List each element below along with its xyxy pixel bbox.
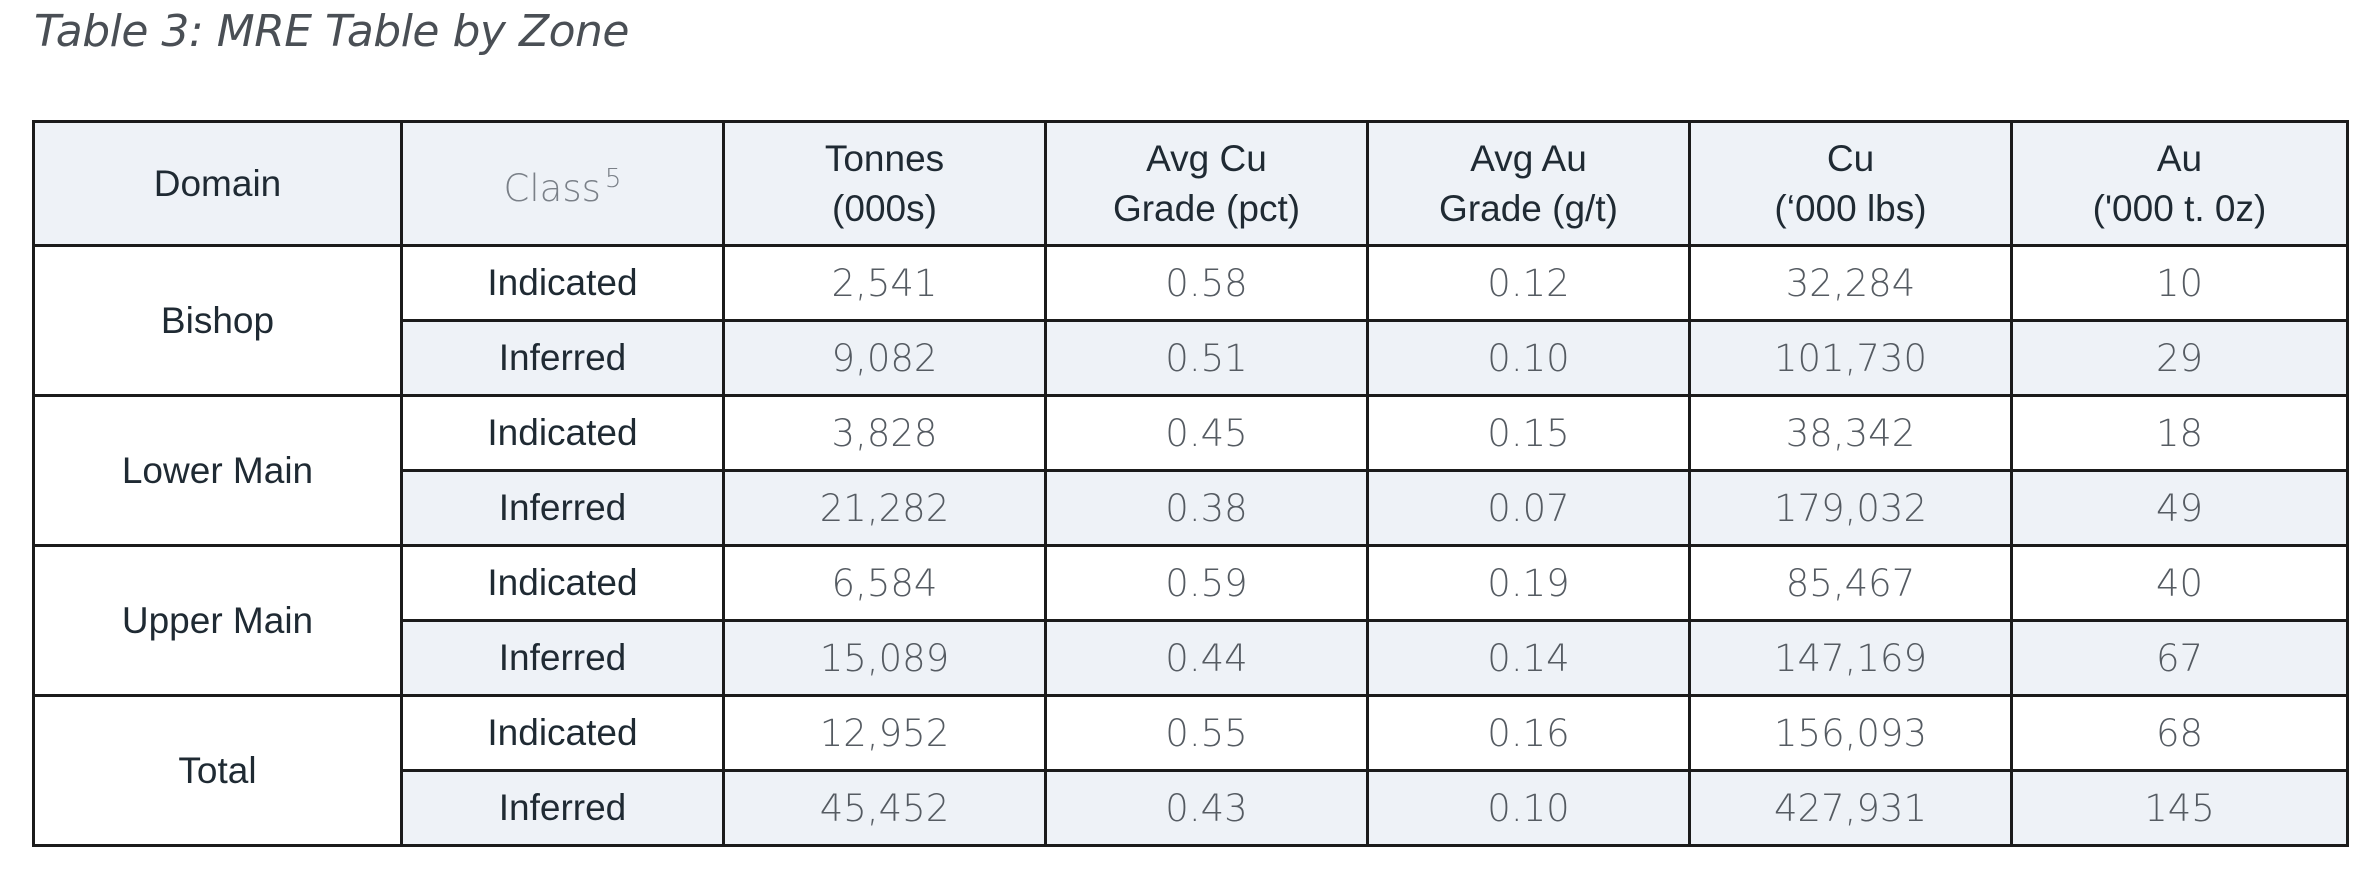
au-grade-cell: 0.14 <box>1366 619 1691 697</box>
cu-grade-cell: 0.59 <box>1044 544 1369 622</box>
table-row: Inferred 9,082 0.51 0.10 101,730 29 <box>34 319 2349 397</box>
header-class: Class 5 <box>400 120 725 247</box>
domain-cell: Bishop <box>32 244 403 397</box>
au-oz-cell: 145 <box>2010 769 2349 847</box>
mre-table: Domain Class 5 Tonnes (000s) Avg Cu Grade (… <box>32 120 2349 847</box>
class-cell: Indicated <box>400 244 725 322</box>
table-caption: Table 3: MRE Table by Zone <box>34 6 629 57</box>
header-cu-lbs: Cu (‘000 lbs) <box>1688 120 2013 247</box>
tonnes-cell: 45,452 <box>722 769 1047 847</box>
class-cell: Indicated <box>400 394 725 472</box>
au-oz-cell: 67 <box>2010 619 2349 697</box>
tonnes-cell: 9,082 <box>722 319 1047 397</box>
cu-lbs-cell: 179,032 <box>1688 469 2013 547</box>
au-grade-cell: 0.15 <box>1366 394 1691 472</box>
class-cell: Indicated <box>400 544 725 622</box>
au-grade-cell: 0.07 <box>1366 469 1691 547</box>
class-cell: Indicated <box>400 694 725 772</box>
au-oz-cell: 40 <box>2010 544 2349 622</box>
au-grade-cell: 0.19 <box>1366 544 1691 622</box>
cu-lbs-cell: 32,284 <box>1688 244 2013 322</box>
cu-grade-cell: 0.45 <box>1044 394 1369 472</box>
tonnes-cell: 21,282 <box>722 469 1047 547</box>
class-cell: Inferred <box>400 769 725 847</box>
domain-cell: Upper Main <box>32 544 403 697</box>
tonnes-cell: 6,584 <box>722 544 1047 622</box>
class-cell: Inferred <box>400 469 725 547</box>
table-row: Inferred 45,452 0.43 0.10 427,931 145 <box>34 769 2349 847</box>
cu-grade-cell: 0.51 <box>1044 319 1369 397</box>
cu-lbs-cell: 427,931 <box>1688 769 2013 847</box>
tonnes-cell: 15,089 <box>722 619 1047 697</box>
class-cell: Inferred <box>400 619 725 697</box>
header-row: Domain Class 5 Tonnes (000s) Avg Cu Grade (… <box>32 120 2349 247</box>
cu-lbs-cell: 85,467 <box>1688 544 2013 622</box>
au-oz-cell: 68 <box>2010 694 2349 772</box>
header-tonnes: Tonnes (000s) <box>722 120 1047 247</box>
table-header: Domain Class 5 Tonnes (000s) Avg Cu Grade (… <box>32 120 2349 247</box>
cu-grade-cell: 0.44 <box>1044 619 1369 697</box>
cu-grade-cell: 0.38 <box>1044 469 1369 547</box>
class-cell: Inferred <box>400 319 725 397</box>
domain-cell: Total <box>32 694 403 847</box>
tonnes-cell: 3,828 <box>722 394 1047 472</box>
au-oz-cell: 18 <box>2010 394 2349 472</box>
domain-cell: Lower Main <box>32 394 403 547</box>
footnote-marker: 5 <box>604 163 622 194</box>
tonnes-cell: 12,952 <box>722 694 1047 772</box>
table-row: Inferred 15,089 0.44 0.14 147,169 67 <box>34 619 2349 697</box>
cu-lbs-cell: 38,342 <box>1688 394 2013 472</box>
table-row: Inferred 21,282 0.38 0.07 179,032 49 <box>34 469 2349 547</box>
table-row: Lower Main Indicated 3,828 0.45 0.15 38,… <box>32 394 2349 547</box>
header-domain: Domain <box>32 120 403 247</box>
table-row: Total Indicated 12,952 0.55 0.16 156,093… <box>32 694 2349 847</box>
table-row: Bishop Indicated 2,541 0.58 0.12 32,284 … <box>32 244 2349 397</box>
cu-lbs-cell: 156,093 <box>1688 694 2013 772</box>
au-oz-cell: 10 <box>2010 244 2349 322</box>
au-oz-cell: 29 <box>2010 319 2349 397</box>
au-grade-cell: 0.12 <box>1366 244 1691 322</box>
au-oz-cell: 49 <box>2010 469 2349 547</box>
cu-grade-cell: 0.58 <box>1044 244 1369 322</box>
au-grade-cell: 0.16 <box>1366 694 1691 772</box>
header-cu-grade: Avg Cu Grade (pct) <box>1044 120 1369 247</box>
header-au-oz: Au ('000 t. 0z) <box>2010 120 2349 247</box>
cu-grade-cell: 0.55 <box>1044 694 1369 772</box>
au-grade-cell: 0.10 <box>1366 769 1691 847</box>
header-au-grade: Avg Au Grade (g/t) <box>1366 120 1691 247</box>
cu-lbs-cell: 101,730 <box>1688 319 2013 397</box>
table-row: Upper Main Indicated 6,584 0.59 0.19 85,… <box>32 544 2349 697</box>
tonnes-cell: 2,541 <box>722 244 1047 322</box>
table-body: Bishop Indicated 2,541 0.58 0.12 32,284 … <box>32 244 2349 847</box>
cu-grade-cell: 0.43 <box>1044 769 1369 847</box>
au-grade-cell: 0.10 <box>1366 319 1691 397</box>
cu-lbs-cell: 147,169 <box>1688 619 2013 697</box>
